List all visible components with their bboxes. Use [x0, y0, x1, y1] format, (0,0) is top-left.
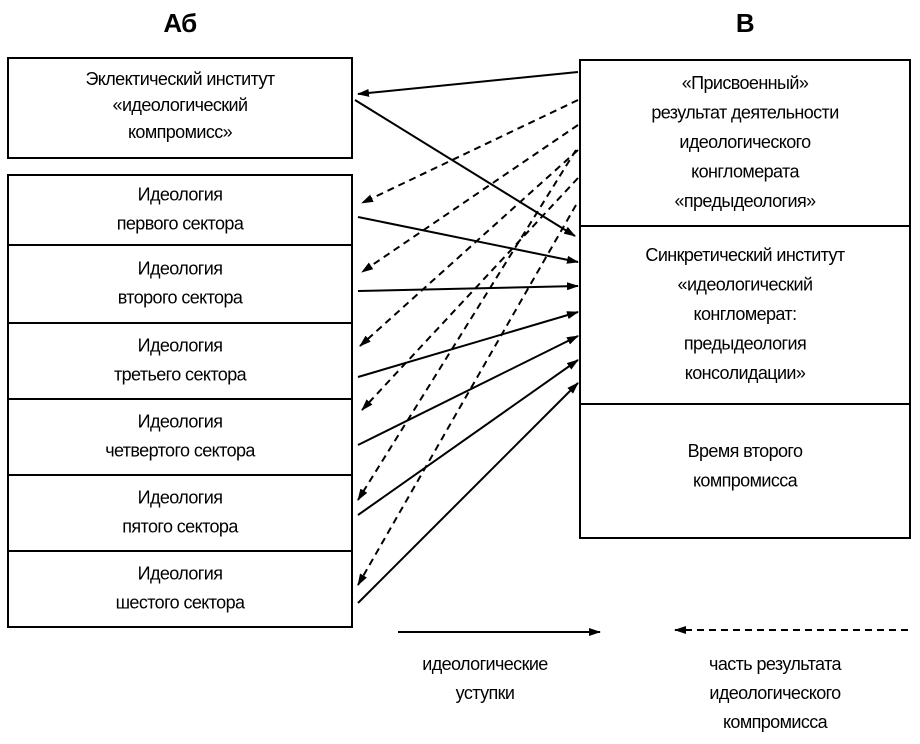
- label: компромисса: [723, 712, 829, 732]
- legend: идеологические уступки часть результата иде…: [422, 654, 843, 732]
- label: предыдеология: [684, 333, 806, 353]
- label: Синкретический институт: [645, 245, 845, 265]
- label: конгломерата: [691, 161, 800, 181]
- label: Идеология: [138, 335, 223, 355]
- label: компромисс»: [128, 122, 233, 142]
- label: компромисса: [693, 471, 799, 491]
- label: третьего сектора: [114, 364, 248, 384]
- label: конгломерат:: [694, 304, 797, 324]
- label: «идеологический: [678, 274, 813, 294]
- left-top-box: [7, 57, 353, 159]
- label: пятого сектора: [122, 516, 239, 536]
- label: консолидации»: [685, 363, 806, 383]
- dividers: [8, 225, 910, 552]
- right-labels: «Присвоенный» результат деятельности идеол…: [645, 73, 845, 491]
- label: идеологические: [422, 654, 548, 674]
- label: «Присвоенный»: [682, 73, 809, 93]
- label: Идеология: [138, 411, 223, 431]
- arrows: [354, 71, 908, 636]
- left-labels: Идеология первого сектора Идеология второго…: [105, 184, 257, 612]
- label: Идеология: [138, 487, 223, 507]
- header-right: В: [736, 8, 754, 38]
- label: второго сектора: [118, 287, 244, 307]
- label: результат деятельности: [651, 102, 838, 122]
- label: четвертого сектора: [105, 440, 256, 460]
- right-box: [579, 59, 911, 539]
- label: шестого сектора: [116, 592, 246, 612]
- label: Эклектический институт: [85, 69, 274, 89]
- label: идеологического: [709, 683, 841, 703]
- label: уступки: [456, 683, 515, 703]
- label: Время второго: [688, 441, 803, 461]
- label: Идеология: [138, 258, 223, 278]
- label: первого сектора: [117, 213, 245, 233]
- label: «предыдеология»: [674, 191, 816, 211]
- label: Идеология: [138, 563, 223, 583]
- label: идеологического: [679, 132, 811, 152]
- label: часть результата: [709, 654, 842, 674]
- label: «идеологический: [113, 95, 248, 115]
- header-left: Аб: [163, 8, 197, 38]
- left-stack: [7, 174, 353, 628]
- label: Идеология: [138, 184, 223, 204]
